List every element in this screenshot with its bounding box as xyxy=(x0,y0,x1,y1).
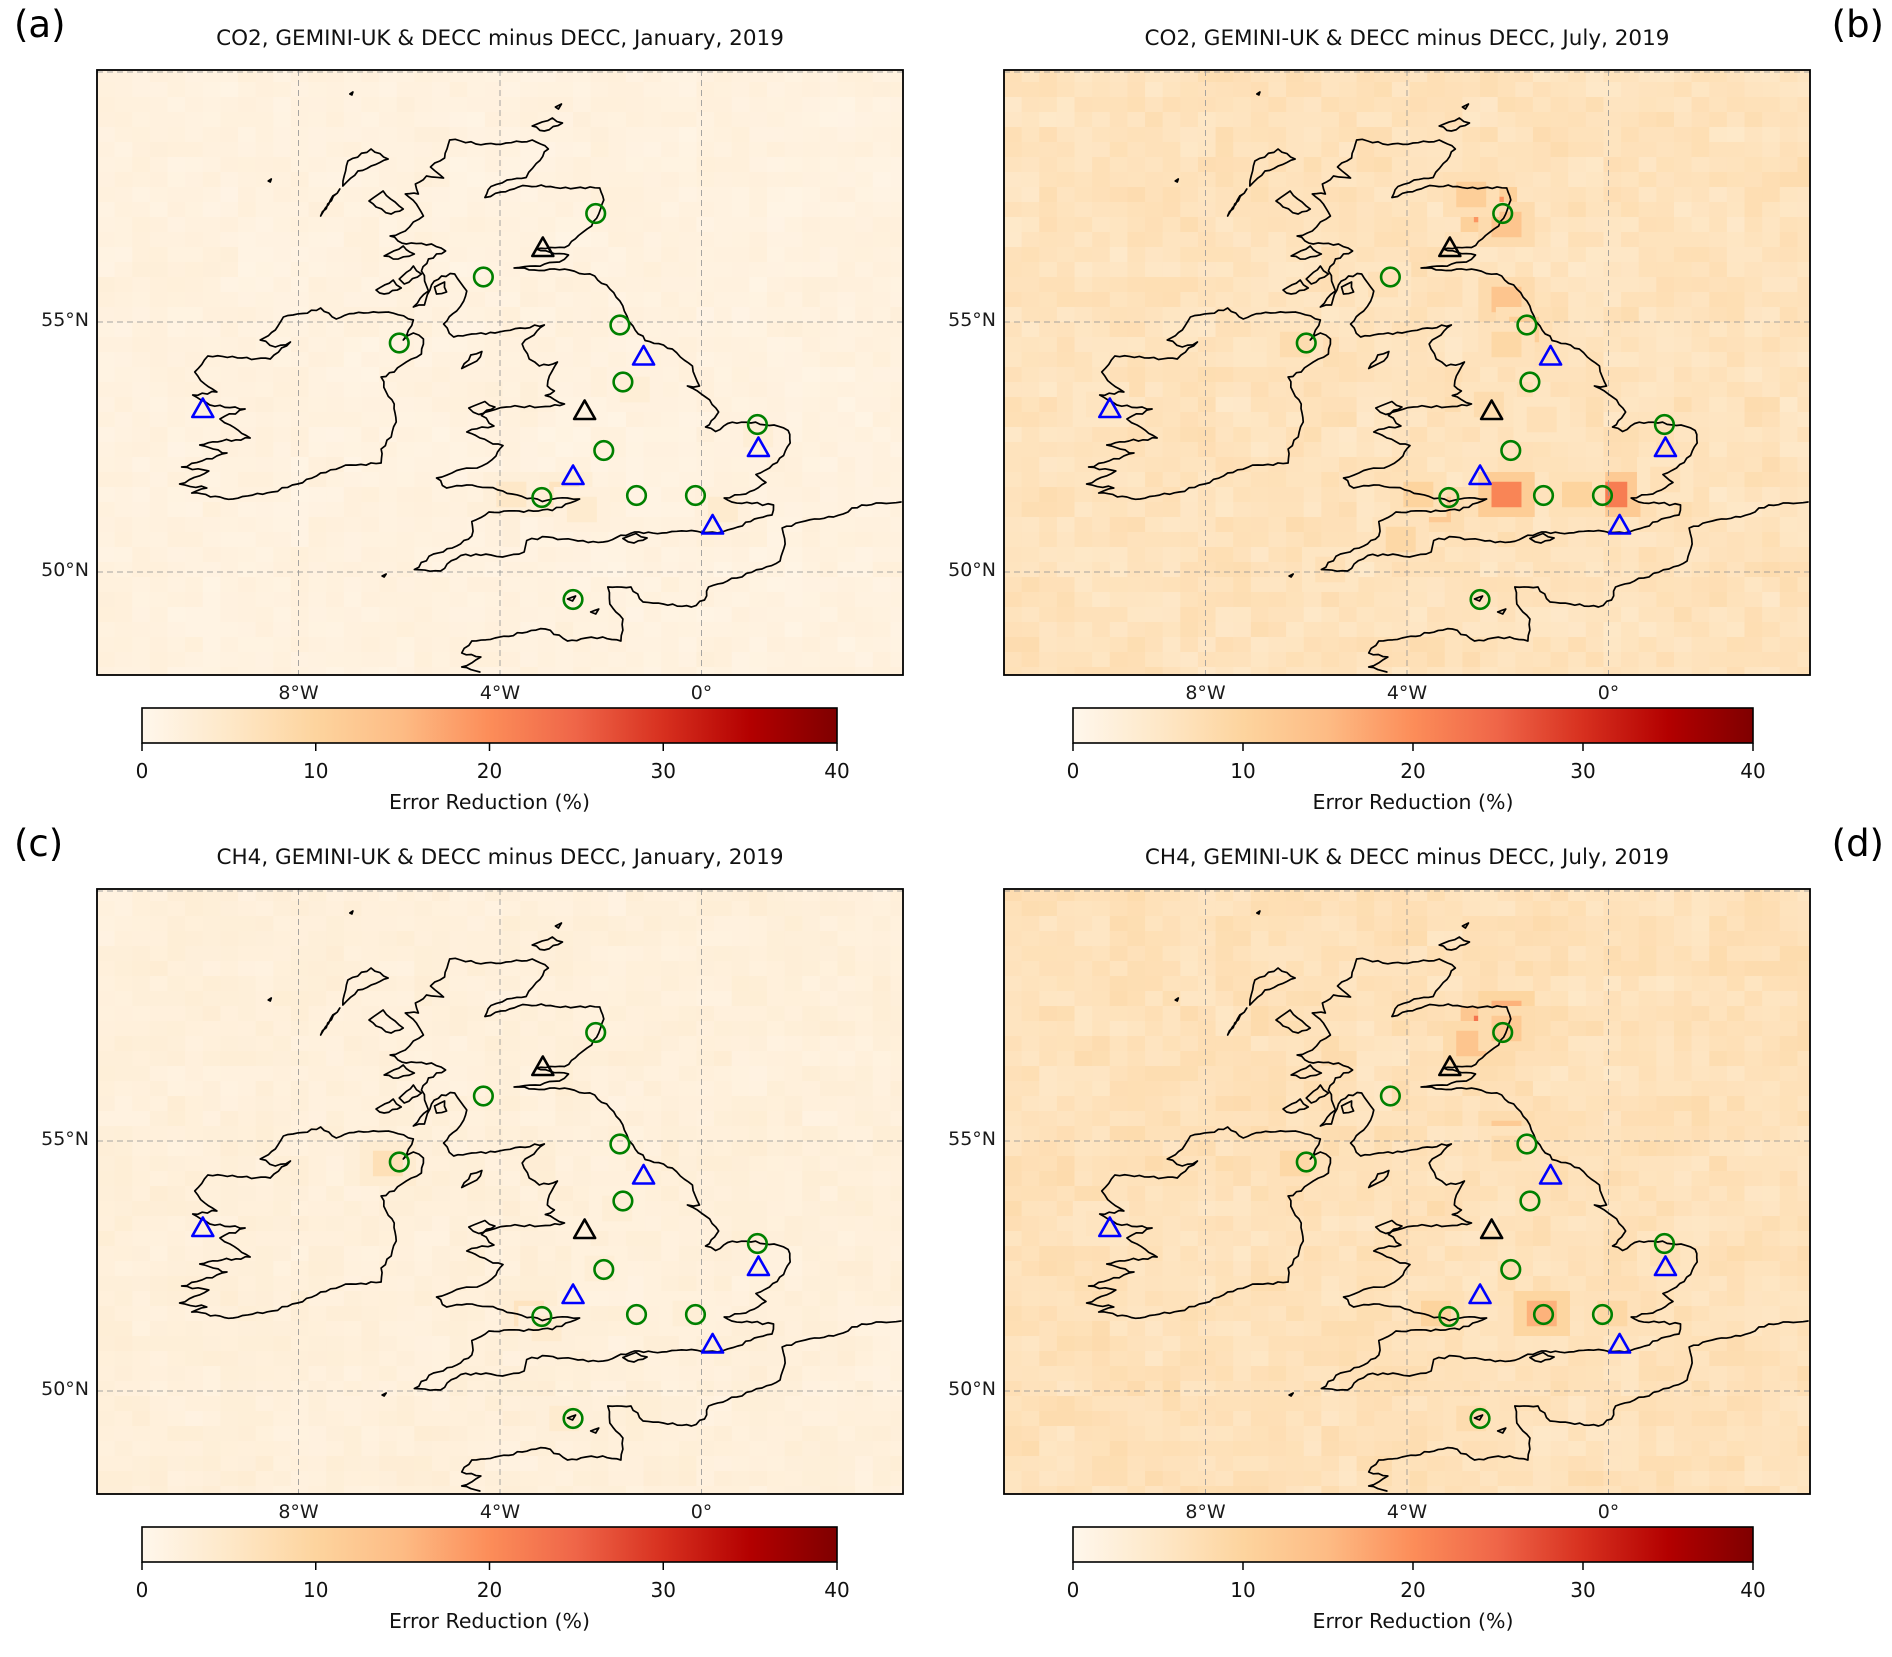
lat-tick-label: 50°N xyxy=(41,1378,89,1400)
map-canvas xyxy=(0,0,946,819)
map-panel-d: (d) CH4, GEMINI-UK & DECC minus DECC, Ju… xyxy=(946,819,1892,1657)
colorbar-tick-label: 0 xyxy=(1066,1578,1080,1602)
panel-title: CO2, GEMINI-UK & DECC minus DECC, July, … xyxy=(1144,26,1670,51)
panel-title: CH4, GEMINI-UK & DECC minus DECC, Januar… xyxy=(216,845,784,870)
lon-tick-label: 0° xyxy=(690,1501,713,1523)
lon-tick-label: 8°W xyxy=(1185,682,1226,704)
lat-tick-label: 55°N xyxy=(41,309,89,331)
colorbar-label: Error Reduction (%) xyxy=(389,1609,590,1633)
panel-corner-label: (b) xyxy=(1831,3,1884,46)
lat-tick-label: 55°N xyxy=(948,1128,996,1150)
colorbar-tick-label: 0 xyxy=(1066,759,1080,783)
lon-tick-label: 4°W xyxy=(1386,1501,1428,1523)
colorbar-tick-label: 10 xyxy=(303,759,329,783)
colorbar-tick-label: 30 xyxy=(1570,1578,1596,1602)
colorbar-tick-label: 30 xyxy=(650,759,676,783)
lon-tick-label: 0° xyxy=(1597,1501,1620,1523)
colorbar-label: Error Reduction (%) xyxy=(389,790,590,814)
colorbar-tick-label: 40 xyxy=(824,759,850,783)
panel-corner-label: (d) xyxy=(1831,822,1884,865)
colorbar-tick-label: 10 xyxy=(303,1578,329,1602)
colorbar-tick-label: 20 xyxy=(1400,1578,1426,1602)
lon-tick-label: 8°W xyxy=(278,682,319,704)
lat-tick-label: 55°N xyxy=(948,309,996,331)
colorbar-tick-label: 10 xyxy=(1230,759,1256,783)
colorbar-tick-label: 40 xyxy=(1740,759,1766,783)
map-canvas xyxy=(946,819,1892,1657)
panel-corner-label: (a) xyxy=(14,3,66,46)
lon-tick-label: 4°W xyxy=(479,682,521,704)
map-panel-a: (a) CO2, GEMINI-UK & DECC minus DECC, Ja… xyxy=(0,0,946,819)
lon-tick-label: 0° xyxy=(1597,682,1620,704)
colorbar-tick-label: 20 xyxy=(476,1578,503,1602)
colorbar-tick-label: 10 xyxy=(1230,1578,1256,1602)
lon-tick-label: 8°W xyxy=(1185,1501,1226,1523)
lat-tick-label: 50°N xyxy=(41,559,89,581)
colorbar-tick-label: 30 xyxy=(1570,759,1596,783)
panel-corner-label: (c) xyxy=(14,822,64,865)
map-panel-b: (b) CO2, GEMINI-UK & DECC minus DECC, Ju… xyxy=(946,0,1892,819)
map-canvas xyxy=(0,819,946,1657)
lat-tick-label: 50°N xyxy=(948,1378,996,1400)
colorbar-tick-label: 30 xyxy=(650,1578,676,1602)
colorbar-label: Error Reduction (%) xyxy=(1312,1609,1514,1633)
lat-tick-label: 50°N xyxy=(948,559,996,581)
lon-tick-label: 4°W xyxy=(1386,682,1428,704)
colorbar-tick-label: 20 xyxy=(1400,759,1426,783)
lon-tick-label: 8°W xyxy=(278,1501,319,1523)
panel-title: CH4, GEMINI-UK & DECC minus DECC, July, … xyxy=(1144,845,1670,870)
panel-title: CO2, GEMINI-UK & DECC minus DECC, Januar… xyxy=(216,26,784,51)
colorbar-tick-label: 40 xyxy=(824,1578,850,1602)
map-canvas xyxy=(946,0,1892,819)
colorbar-tick-label: 40 xyxy=(1740,1578,1766,1602)
colorbar-tick-label: 20 xyxy=(476,759,503,783)
lon-tick-label: 4°W xyxy=(479,1501,521,1523)
colorbar-label: Error Reduction (%) xyxy=(1312,790,1514,814)
lon-tick-label: 0° xyxy=(690,682,713,704)
colorbar-tick-label: 0 xyxy=(135,759,149,783)
map-panel-c: (c) CH4, GEMINI-UK & DECC minus DECC, Ja… xyxy=(0,819,946,1657)
lat-tick-label: 55°N xyxy=(41,1128,89,1150)
colorbar-tick-label: 0 xyxy=(135,1578,149,1602)
